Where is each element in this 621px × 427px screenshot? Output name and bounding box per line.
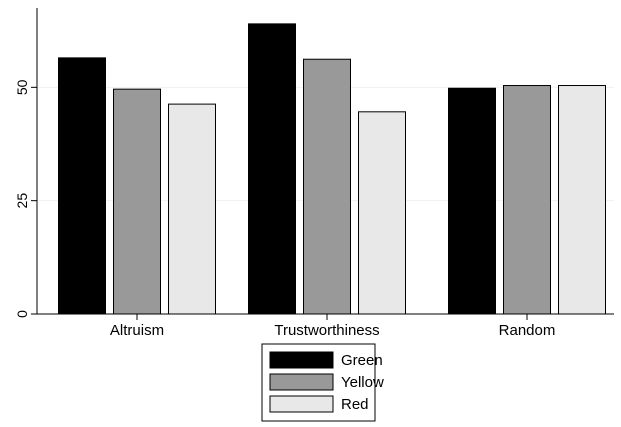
bar-green-trustworthiness [248,23,296,315]
legend: Green Yellow Red [261,343,384,422]
legend-swatch-green [269,351,334,369]
legend-swatch-red [269,395,334,413]
y-ticks: 0 25 50 [14,79,37,318]
bar-yellow-altruism [113,88,161,315]
y-tick-label: 0 [14,310,30,318]
legend-swatch-yellow [269,373,334,391]
axes [36,8,614,315]
legend-label-red: Red [341,396,369,413]
bar-red-trustworthiness [358,111,406,315]
y-tick-label: 50 [14,79,30,95]
bar-green-random [448,87,496,315]
legend-label-green: Green [341,352,383,369]
legend-label-yellow: Yellow [341,374,384,391]
bars [58,23,606,315]
y-tick-label: 25 [14,193,30,209]
bar-yellow-trustworthiness [303,58,351,315]
x-category-label: Random [499,322,556,339]
x-category-label: Altruism [110,322,164,339]
x-category-label: Trustworthiness [274,322,379,339]
bar-red-random [558,85,606,315]
bar-green-altruism [58,57,106,315]
bar-red-altruism [168,103,216,315]
bar-yellow-random [503,85,551,315]
x-category-labels: Altruism Trustworthiness Random [110,314,555,339]
